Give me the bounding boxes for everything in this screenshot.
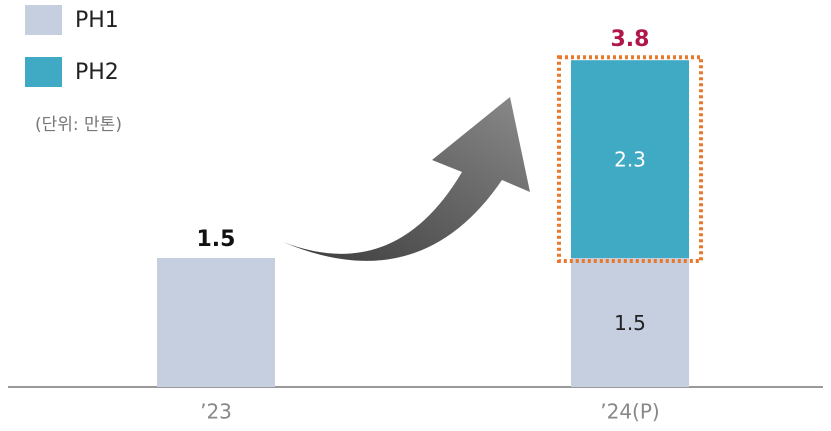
bar-segment (157, 258, 275, 387)
bar-segment (571, 60, 689, 259)
legend-swatch (25, 5, 62, 35)
total-label: 1.5 (197, 227, 236, 252)
x-tick-label: ’24(P) (600, 400, 659, 424)
legend-label: PH1 (75, 8, 119, 33)
unit-note: (단위: 만톤) (35, 115, 122, 135)
segment-label: 2.3 (614, 148, 646, 172)
total-label: 3.8 (611, 27, 650, 52)
growth-arrow (283, 97, 530, 261)
bar-segment (571, 258, 689, 387)
segment-label: 1.5 (614, 311, 646, 335)
x-tick-label: ’23 (200, 400, 232, 424)
highlight-box (557, 55, 703, 264)
legend-swatch (25, 57, 62, 87)
legend-label: PH2 (75, 60, 119, 85)
